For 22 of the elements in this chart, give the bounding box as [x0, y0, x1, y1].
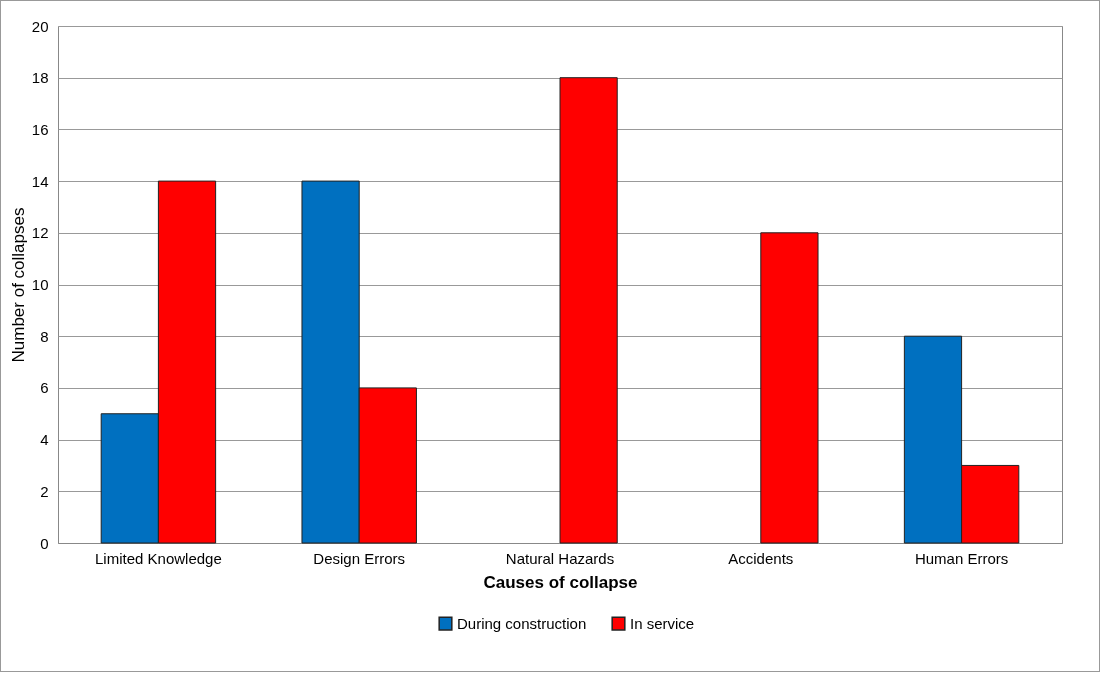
y-tick-label: 4 — [40, 431, 49, 449]
y-tick-label: 0 — [40, 534, 49, 552]
y-tick-label: 6 — [40, 379, 49, 397]
legend-label: In service — [630, 614, 695, 632]
x-tick-label: Accidents — [728, 549, 794, 567]
y-tick-label: 10 — [31, 276, 49, 293]
y-axis-title: Number of collapses — [8, 207, 28, 363]
y-tick-label: 18 — [31, 69, 49, 87]
y-tick-label: 12 — [31, 224, 49, 242]
x-axis-title: Causes of collapse — [483, 572, 638, 592]
x-tick-label: Natural Hazards — [505, 549, 615, 567]
y-tick-label: 16 — [31, 120, 49, 138]
x-tick-label: Human Errors — [914, 549, 1009, 567]
x-tick-label: Design Errors — [313, 549, 406, 567]
legend-label: During construction — [457, 614, 587, 632]
y-tick-label: 2 — [40, 482, 49, 500]
y-tick-label: 20 — [31, 17, 49, 35]
x-tick-label: Limited Knowledge — [95, 549, 222, 567]
bar — [559, 77, 618, 544]
bar — [760, 232, 819, 544]
y-tick-label: 14 — [31, 172, 49, 190]
y-tick-label: 8 — [40, 327, 49, 345]
